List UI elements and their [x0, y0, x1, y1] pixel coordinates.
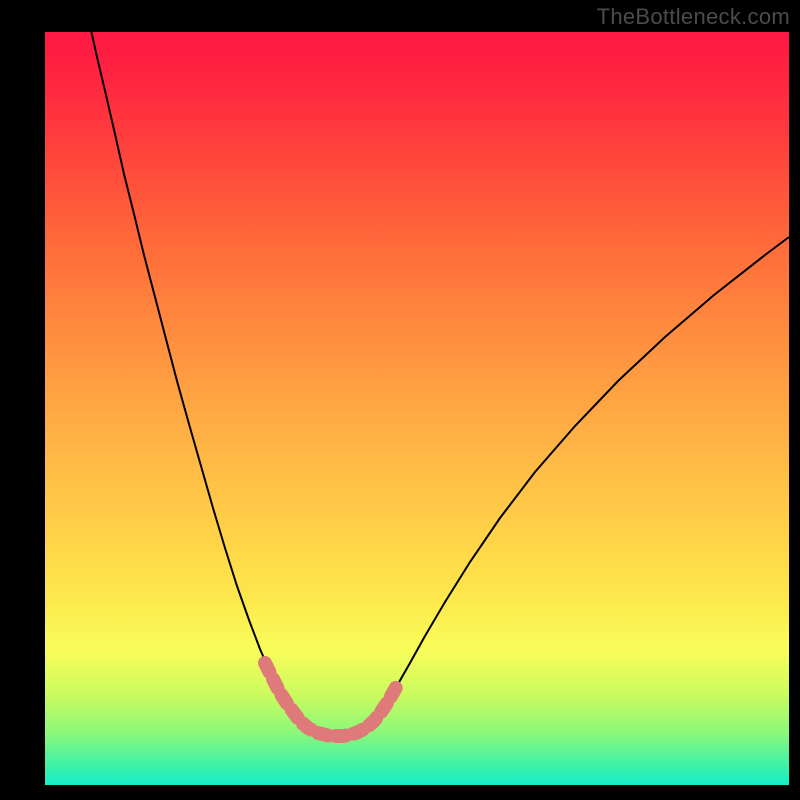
bottleneck-chart: [0, 0, 800, 800]
watermark: TheBottleneck.com: [597, 4, 790, 30]
plot-background: [45, 32, 789, 785]
